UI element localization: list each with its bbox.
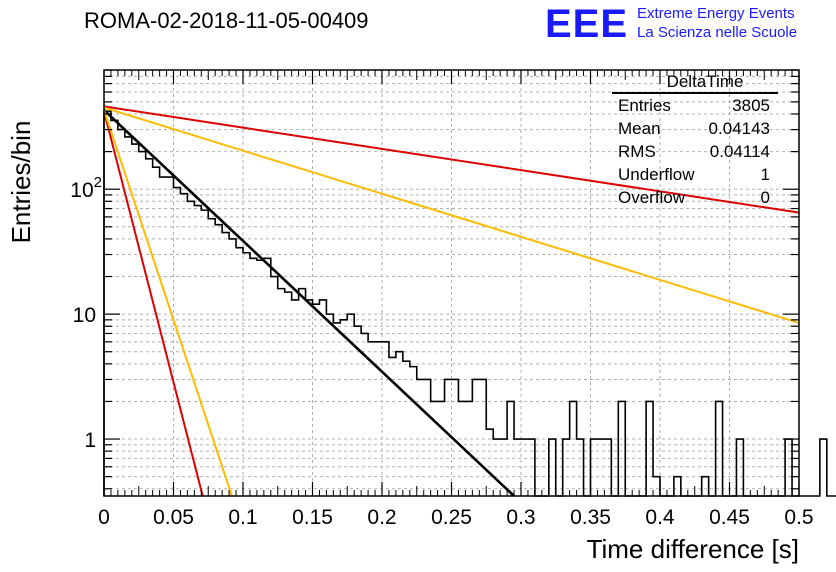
x-tick-label: 0.4 xyxy=(645,506,675,529)
grid-lines xyxy=(104,69,799,496)
fit-curve xyxy=(103,109,233,497)
stat-value: 1 xyxy=(760,165,770,184)
organization-name: Extreme Energy Events La Scienza nelle S… xyxy=(637,4,797,42)
statistics-box: DeltaTime Entries 3805 Mean 0.04143 RMS … xyxy=(612,72,778,209)
stat-label: Underflow xyxy=(618,165,695,184)
x-tick-label: 0.5 xyxy=(784,506,813,529)
fit-curve xyxy=(103,105,800,214)
x-tick-label: 0.3 xyxy=(506,506,535,529)
stat-label: RMS xyxy=(618,142,656,161)
run-title: ROMA-02-2018-11-05-00409 xyxy=(84,8,369,33)
statistics-box-title: DeltaTime xyxy=(612,72,778,94)
organization-line-1: Extreme Energy Events xyxy=(637,5,795,22)
x-tick-label: 0.1 xyxy=(228,506,257,529)
x-tick-label: 0.45 xyxy=(709,506,750,529)
y-axis-label: Entries/bin xyxy=(6,121,36,244)
histogram-outline xyxy=(103,110,836,497)
stat-row-rms: RMS 0.04114 xyxy=(612,140,778,163)
y-tick-label: 102 xyxy=(70,174,102,202)
organization-line-2: La Scienza nelle Scuole xyxy=(637,24,798,41)
x-tick-label: 0 xyxy=(98,506,110,529)
stat-row-entries: Entries 3805 xyxy=(612,94,778,117)
x-tick-label: 0.25 xyxy=(431,506,472,529)
stat-value: 0.04143 xyxy=(708,119,770,138)
x-tick-label: 0.2 xyxy=(367,506,396,529)
stat-label: Overflow xyxy=(618,188,686,207)
stat-row-underflow: Underflow 1 xyxy=(612,163,778,186)
fit-curve xyxy=(103,106,800,324)
x-tick-label: 0.15 xyxy=(292,506,333,529)
x-tick-label: 0.35 xyxy=(570,506,611,529)
axis-ticks xyxy=(103,69,800,496)
stat-value: 3805 xyxy=(732,96,770,115)
stat-value: 0 xyxy=(760,188,770,207)
eee-logo: EEE xyxy=(545,2,629,46)
y-tick-label: 10 xyxy=(73,304,96,327)
axis-tick-labels: 0 0.05 0.1 0.15 0.2 0.25 0.3 0.35 0.4 0.45 0.5 1 10 1… xyxy=(70,174,813,529)
stat-row-overflow: Overflow 0 xyxy=(612,186,778,209)
x-axis-label: Time difference [s] xyxy=(587,534,799,564)
stat-value: 0.04114 xyxy=(709,142,770,161)
stat-label: Mean xyxy=(618,119,661,138)
histogram xyxy=(103,110,836,497)
stat-row-mean: Mean 0.04143 xyxy=(612,117,778,140)
fit-curve xyxy=(103,111,204,497)
fit-curve xyxy=(103,109,515,497)
fit-curves xyxy=(103,105,800,497)
x-tick-label: 0.05 xyxy=(153,506,194,529)
y-tick-label: 1 xyxy=(84,429,96,452)
stat-label: Entries xyxy=(618,96,671,115)
